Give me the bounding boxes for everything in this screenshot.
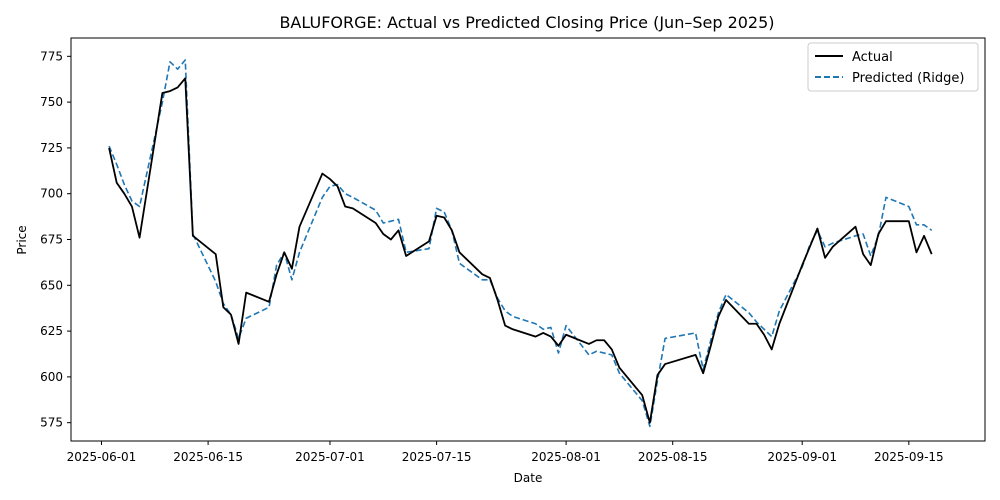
series-line-actual xyxy=(108,77,933,424)
y-tick-label: 650 xyxy=(40,278,63,292)
series-layer xyxy=(108,59,933,428)
y-tick-label: 600 xyxy=(40,370,63,384)
legend-box xyxy=(807,42,979,92)
x-tick-label: 2025-08-15 xyxy=(638,450,708,464)
y-tick-label: 725 xyxy=(40,141,63,155)
y-tick-label: 700 xyxy=(40,187,63,201)
y-tick-label: 625 xyxy=(40,324,63,338)
y-tick-label: 575 xyxy=(40,416,63,430)
y-axis-ticks: 575 600 625 650 675 700 725 750 775 xyxy=(40,49,71,430)
y-tick-label: 750 xyxy=(40,95,63,109)
x-axis-ticks: 2025-06-01 2025-06-15 2025-07-01 2025-07-15… xyxy=(67,441,944,464)
legend-label-predicted: Predicted (Ridge) xyxy=(852,71,964,86)
legend: Actual Predicted (Ridge) xyxy=(807,42,979,92)
x-tick-label: 2025-06-01 xyxy=(67,450,137,464)
legend-label-actual: Actual xyxy=(852,50,893,65)
x-axis-label: Date xyxy=(514,471,543,485)
x-tick-label: 2025-09-15 xyxy=(874,450,944,464)
x-tick-label: 2025-09-01 xyxy=(767,450,837,464)
y-tick-label: 775 xyxy=(40,49,63,63)
chart-title: BALUFORGE: Actual vs Predicted Closing P… xyxy=(279,13,774,32)
x-tick-label: 2025-07-15 xyxy=(402,450,472,464)
x-tick-label: 2025-06-15 xyxy=(173,450,243,464)
x-tick-label: 2025-07-01 xyxy=(295,450,365,464)
y-tick-label: 675 xyxy=(40,233,63,247)
y-axis-label: Price xyxy=(15,225,29,254)
x-tick-label: 2025-08-01 xyxy=(531,450,601,464)
